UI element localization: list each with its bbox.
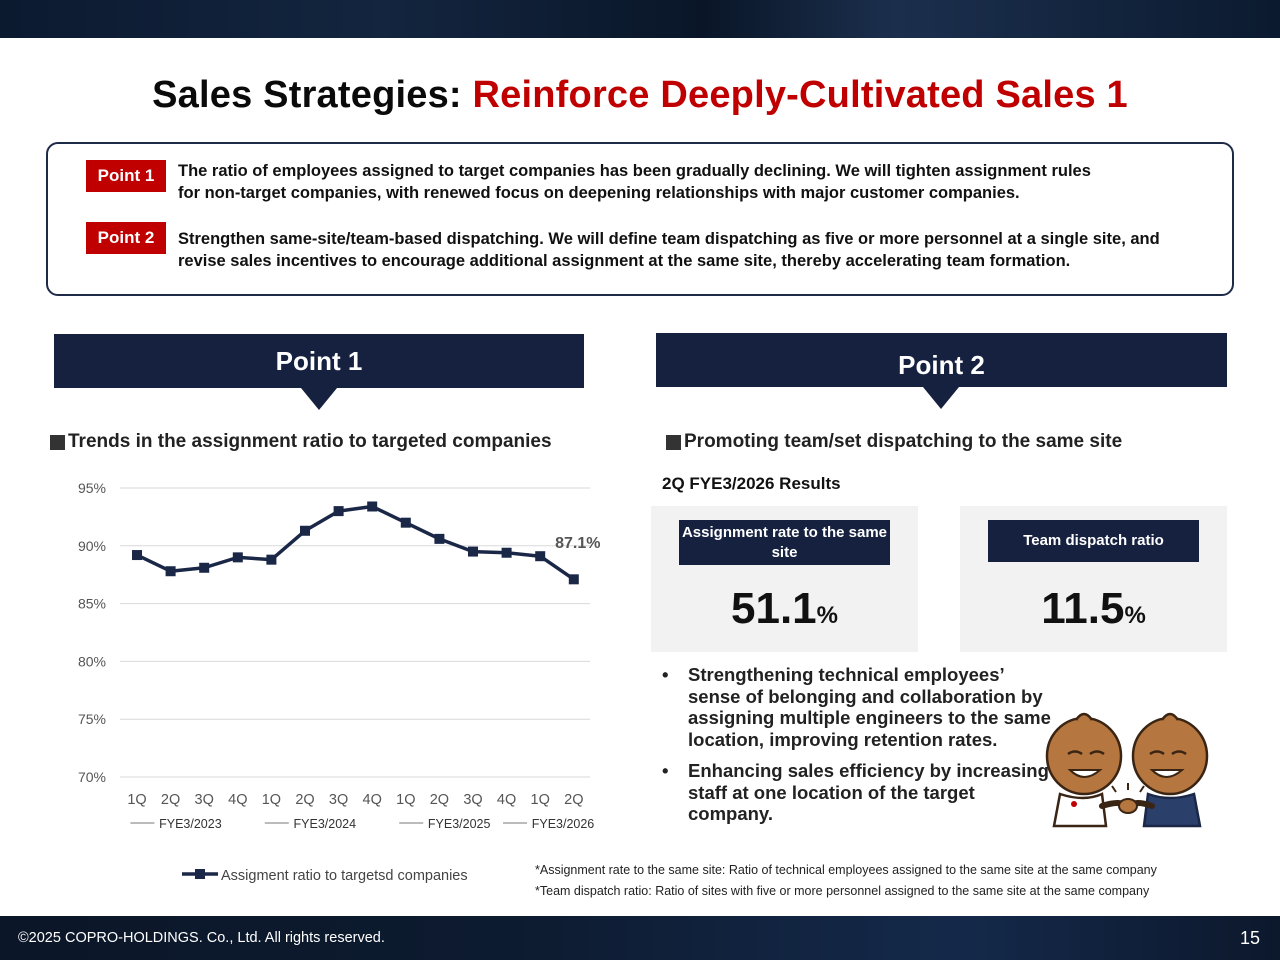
right-section-label: Promoting team/set dispatching to the sa… — [666, 431, 1122, 453]
x-tick-label: 1Q — [262, 792, 281, 808]
kpi-value-team-dispatch: 11.5% — [960, 584, 1227, 634]
data-point — [434, 533, 445, 544]
data-point — [300, 525, 310, 536]
x-tick-label: 3Q — [329, 792, 348, 808]
kpi-card-team-dispatch: Team dispatch ratio 11.5% — [960, 506, 1227, 652]
point-1-badge: Point 1 — [86, 160, 166, 192]
title-highlight: Reinforce Deeply-Cultivated Sales 1 — [472, 74, 1128, 116]
x-tick-label: 4Q — [497, 792, 516, 808]
point-2-line-1: Strengthen same-site/team-based dispatch… — [178, 230, 1160, 248]
point-1-line-1: The ratio of employees assigned to targe… — [178, 162, 1091, 180]
data-point — [568, 574, 579, 585]
series-line — [136, 504, 575, 581]
legend-label: Assigment ratio to targetsd companies — [221, 868, 468, 884]
data-point — [535, 551, 546, 562]
point-1-line-2: for non-target companies, with renewed f… — [178, 184, 1020, 202]
data-point — [501, 547, 512, 558]
y-tick-label: 85% — [78, 596, 106, 612]
handshake-illustration — [1045, 712, 1209, 828]
data-point — [199, 562, 210, 573]
assignment-ratio-chart: 95% 90% 85% 80% 75% 70% 1Q 2Q 3Q 4Q 1Q 2Q 3Q 4Q 1Q 2Q 3Q… — [78, 480, 601, 884]
bullet-dot: • — [662, 664, 669, 685]
last-value-label: 87.1% — [555, 535, 600, 552]
x-tick-label: 4Q — [228, 792, 247, 808]
kpi-label-same-site: Assignment rate to the same site — [679, 520, 890, 565]
kpi-value-number: 51.1 — [731, 584, 817, 633]
list-item: • Strengthening technical employees’ sens… — [662, 664, 1052, 750]
x-tick-label: 1Q — [127, 792, 146, 808]
page-number: 15 — [1239, 928, 1260, 948]
data-point — [165, 566, 176, 577]
x-tick-label: 2Q — [430, 792, 449, 808]
data-point — [333, 506, 344, 517]
x-group-label: FYE3/2025 — [428, 817, 491, 831]
kpi-value-unit: % — [1124, 602, 1146, 629]
top-banner — [0, 0, 1280, 38]
point-2-header: Point 2 — [656, 333, 1227, 387]
x-group-label: FYE3/2023 — [159, 817, 222, 831]
kpi-value-same-site: 51.1% — [651, 584, 918, 634]
footnote-team-dispatch: *Team dispatch ratio: Ratio of sites wit… — [535, 884, 1150, 898]
data-point — [400, 517, 411, 528]
list-item-text: Strengthening technical employees’ sense… — [688, 664, 1051, 750]
bullet-dot: • — [662, 760, 669, 781]
y-tick-label: 80% — [78, 653, 106, 669]
point-2-text: Strengthen same-site/team-based dispatch… — [178, 228, 1218, 272]
legend-marker — [195, 869, 205, 879]
data-point — [132, 550, 142, 561]
x-tick-label: 4Q — [363, 792, 382, 808]
x-tick-label: 3Q — [195, 792, 214, 808]
data-point — [468, 546, 478, 557]
data-point — [232, 552, 243, 563]
kpi-card-same-site: Assignment rate to the same site 51.1% — [651, 506, 918, 652]
square-bullet-icon — [50, 434, 65, 450]
x-tick-label: 2Q — [161, 792, 180, 808]
y-tick-label: 90% — [78, 538, 106, 554]
point-2-line-2: revise sales incentives to encourage add… — [178, 252, 1071, 270]
x-group-label: FYE3/2024 — [294, 817, 357, 831]
footnote-same-site: *Assignment rate to the same site: Ratio… — [535, 863, 1157, 877]
benefits-list: • Strengthening technical employees’ sens… — [662, 664, 1052, 835]
y-tick-label: 95% — [78, 480, 106, 496]
results-title: 2Q FYE3/2026 Results — [662, 474, 841, 493]
x-tick-label: 2Q — [295, 792, 314, 808]
y-tick-label: 70% — [78, 769, 106, 785]
left-section-label: Trends in the assignment ratio to target… — [50, 431, 552, 453]
title-prefix: Sales Strategies: — [152, 74, 473, 116]
list-item: • Enhancing sales efficiency by increasin… — [662, 760, 1052, 825]
data-point — [367, 501, 378, 512]
x-tick-label: 1Q — [396, 792, 415, 808]
square-bullet-icon — [666, 434, 681, 450]
right-section-text: Promoting team/set dispatching to the sa… — [684, 431, 1123, 452]
x-tick-label: 1Q — [531, 792, 550, 808]
point-2-header-arrow — [923, 387, 959, 409]
point-1-header: Point 1 — [54, 334, 584, 388]
footer-bar — [0, 916, 1280, 960]
point-2-badge: Point 2 — [86, 222, 166, 254]
x-tick-label: 3Q — [463, 792, 482, 808]
page-title: Sales Strategies: Reinforce Deeply-Culti… — [0, 74, 1280, 117]
left-section-text: Trends in the assignment ratio to target… — [68, 431, 552, 452]
kpi-label-team-dispatch: Team dispatch ratio — [988, 520, 1199, 562]
copyright-text: ©2025 COPRO-HOLDINGS. Co., Ltd. All righ… — [18, 930, 385, 946]
kpi-value-number: 11.5 — [1041, 584, 1125, 633]
x-group-label: FYE3/2026 — [532, 817, 595, 831]
kpi-value-unit: % — [816, 602, 838, 629]
y-tick-label: 75% — [78, 711, 106, 727]
data-point — [266, 554, 277, 565]
points-summary-box: Point 1 The ratio of employees assigned … — [46, 142, 1234, 296]
point-1-text: The ratio of employees assigned to targe… — [178, 160, 1218, 204]
x-tick-label: 2Q — [564, 792, 583, 808]
list-item-text: Enhancing sales efficiency by increasing… — [688, 760, 1049, 824]
point-1-header-arrow — [301, 388, 337, 410]
